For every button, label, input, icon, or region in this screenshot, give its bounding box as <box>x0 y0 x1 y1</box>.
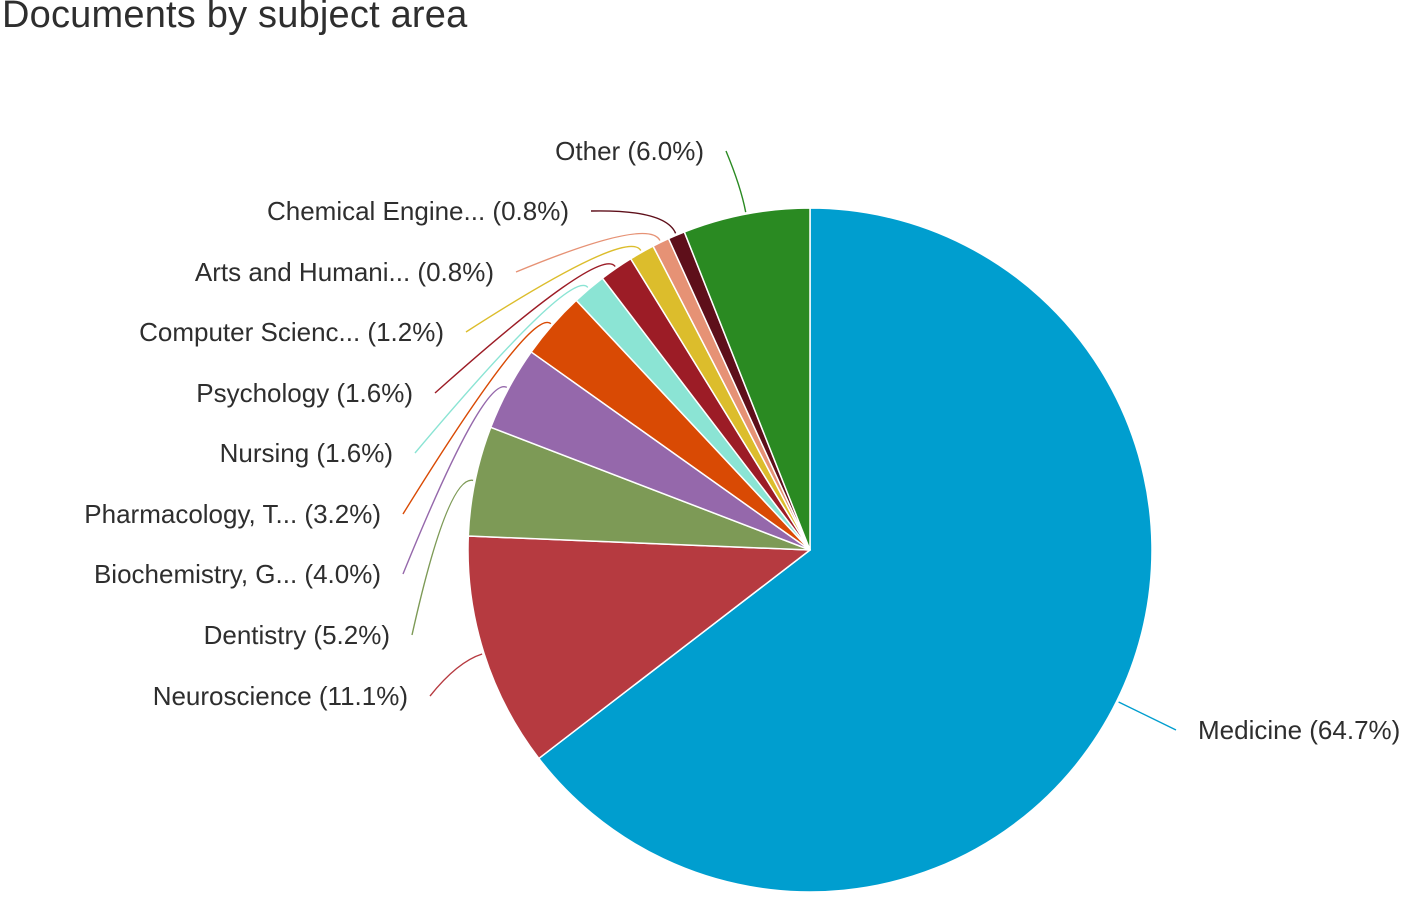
slice-label-nursing: Nursing (1.6%) <box>220 438 393 468</box>
slice-label-chemical-engine: Chemical Engine... (0.8%) <box>267 196 569 226</box>
leader-line-computer-scienc <box>465 245 642 333</box>
leader-line-medicine <box>1118 701 1177 731</box>
pie-slices <box>467 207 1153 893</box>
slice-label-neuroscience: Neuroscience (11.1%) <box>153 681 408 711</box>
slice-label-pharmacology-t: Pharmacology, T... (3.2%) <box>84 499 381 529</box>
pie-slice-medicine[interactable] <box>538 207 1153 893</box>
leader-line-psychology <box>434 263 616 394</box>
slice-label-biochemistry-g: Biochemistry, G... (4.0%) <box>94 559 381 589</box>
leader-line-neuroscience <box>429 653 483 697</box>
slice-label-arts-and-humani: Arts and Humani... (0.8%) <box>195 257 494 287</box>
chart-title: Documents by subject area <box>2 0 468 36</box>
leader-line-biochemistry-g <box>402 386 508 575</box>
leader-line-nursing <box>414 284 589 454</box>
leader-line-arts-and-humani <box>515 232 661 273</box>
leader-line-chemical-engine <box>590 210 677 234</box>
leader-line-dentistry <box>411 479 474 636</box>
pie-slice-other[interactable] <box>683 207 811 551</box>
slice-labels: Medicine (64.7%) Neuroscience (11.1%) Dent… <box>84 136 1400 745</box>
leader-lines <box>402 150 1177 731</box>
slice-label-dentistry: Dentistry (5.2%) <box>204 620 390 650</box>
slice-label-medicine: Medicine (64.7%) <box>1198 715 1400 745</box>
slice-label-computer-scienc: Computer Scienc... (1.2%) <box>139 317 444 347</box>
leader-line-pharmacology-t <box>402 321 552 515</box>
pie-slice-neuroscience[interactable] <box>467 535 811 760</box>
slice-label-psychology: Psychology (1.6%) <box>196 378 413 408</box>
leader-line-other <box>725 150 747 213</box>
slice-label-other: Other (6.0%) <box>555 136 704 166</box>
